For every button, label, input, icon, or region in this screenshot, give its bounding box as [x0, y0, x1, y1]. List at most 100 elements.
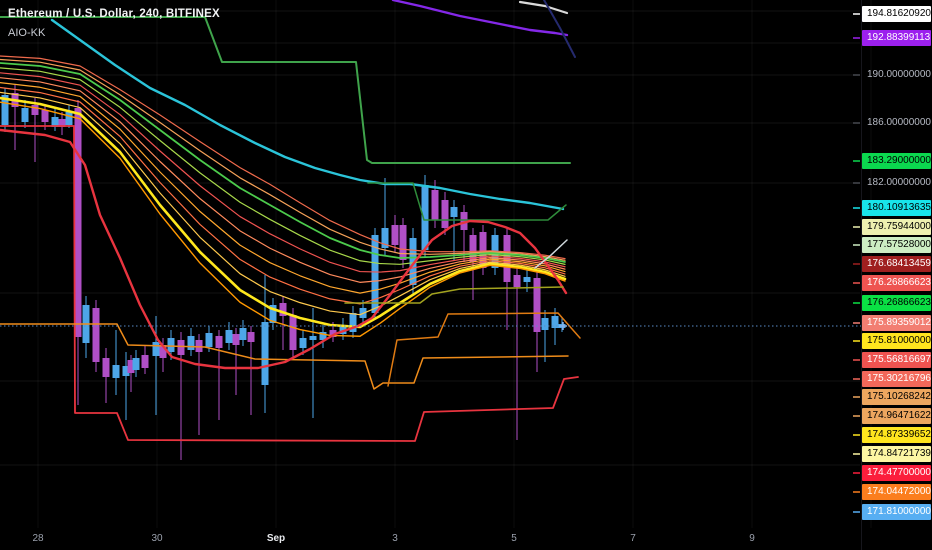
- candle-body: [409, 238, 417, 285]
- ema-ribbon-line-0: [0, 55, 566, 260]
- price-tag-label: 183.29000000: [862, 153, 931, 169]
- candle-body: [127, 360, 135, 373]
- ema-ribbon-line-8: [0, 91, 566, 316]
- candle-body: [232, 334, 240, 345]
- channel-orange-mid: [0, 323, 569, 390]
- candle-body: [177, 340, 185, 355]
- candle-body: [289, 315, 297, 350]
- candle-body: [65, 112, 73, 125]
- candle-body: [122, 366, 130, 376]
- time-axis-label: Sep: [266, 533, 286, 544]
- candle-body: [431, 190, 439, 220]
- price-tag-label: 175.56816697: [862, 352, 931, 368]
- candle-body: [159, 345, 167, 358]
- candle-body: [92, 308, 100, 362]
- channel-green-upper: [0, 16, 571, 164]
- channel-red-lower: [0, 125, 579, 442]
- candle-body: [309, 336, 317, 340]
- candle-body: [239, 328, 247, 340]
- channel-green-lower: [367, 182, 567, 221]
- ema-ribbon-line-2: [0, 62, 566, 263]
- step-olive: [344, 286, 564, 304]
- candle-body: [205, 333, 213, 347]
- price-tag-label: 174.87339652: [862, 427, 931, 443]
- symbol-title[interactable]: Ethereum / U.S. Dollar, 240, BITFINEX: [8, 8, 220, 20]
- candle-body: [421, 185, 429, 250]
- candle-body: [215, 336, 223, 348]
- candle-body: [329, 330, 337, 337]
- candle-body: [381, 228, 389, 248]
- candle-body: [195, 340, 203, 352]
- price-grid-label: 182.00000000: [867, 177, 931, 188]
- ema-ribbon-line-10: [0, 101, 566, 337]
- time-axis[interactable]: 28 30 Sep 3 5 7 9: [0, 528, 932, 550]
- candle-body: [279, 303, 287, 316]
- candle-body: [261, 322, 269, 385]
- candle-body: [541, 318, 549, 330]
- price-tag-label: 175.10268242: [862, 389, 931, 405]
- candle-body: [523, 277, 531, 282]
- candle-body: [450, 207, 458, 217]
- ema-ribbon-line-3: [0, 67, 566, 265]
- candle-body: [319, 332, 327, 340]
- candle-body: [469, 235, 477, 262]
- band-top-white: [518, 0, 569, 15]
- candle-body: [479, 232, 487, 268]
- price-tag-label: 171.81000000: [862, 504, 931, 520]
- candle-body: [1, 95, 9, 125]
- candle-body: [141, 355, 149, 368]
- candle-body: [112, 365, 120, 378]
- ema-ribbon-line-1: [0, 58, 566, 261]
- price-grid-label: 190.00000000: [867, 69, 931, 80]
- candle-body: [247, 332, 255, 342]
- candle-body: [187, 336, 195, 350]
- ema-ribbon-line-5: [0, 77, 566, 283]
- price-tag-label: 174.04472000: [862, 484, 931, 500]
- navy-diagonal: [543, 0, 576, 58]
- price-grid-label: 186.00000000: [867, 117, 931, 128]
- candle-body: [167, 338, 175, 352]
- ema-ribbon-line-4: [0, 72, 566, 273]
- time-axis-label: 3: [392, 533, 398, 544]
- time-axis-label: 30: [151, 533, 163, 544]
- candle-body: [269, 305, 277, 323]
- candle-body: [74, 108, 82, 337]
- candle-body: [58, 119, 66, 127]
- candle-body: [299, 338, 307, 348]
- ema-ribbon-line-6: [0, 81, 566, 294]
- candle-body: [513, 275, 521, 287]
- candle-body: [152, 342, 160, 356]
- candle-body: [460, 212, 468, 230]
- time-axis-label: 28: [32, 533, 44, 544]
- legend: Ethereum / U.S. Dollar, 240, BITFINEX AI…: [8, 6, 220, 42]
- candle-body: [41, 110, 49, 122]
- price-tag-label: 192.88399113: [862, 30, 931, 46]
- price-tag-label: 179.75944000: [862, 219, 931, 235]
- channel-orange-upper: [387, 312, 581, 387]
- price-tag-label: 175.30216796: [862, 371, 931, 387]
- candle-body: [533, 278, 541, 332]
- candle-body: [349, 313, 357, 332]
- candle-body: [225, 330, 233, 343]
- indicator-label[interactable]: AIO-KK: [8, 27, 46, 40]
- price-tag-label: 174.84721739: [862, 446, 931, 462]
- axis-separator: [861, 0, 862, 550]
- ma-red-slow: [0, 128, 568, 370]
- price-tag-label: 176.26866623: [862, 295, 931, 311]
- price-tag-label: 180.10913635: [862, 200, 931, 216]
- ema-ribbon-line-9: [0, 96, 567, 329]
- time-axis-label: 5: [511, 533, 517, 544]
- candle-body: [31, 105, 39, 115]
- candle-body: [551, 316, 559, 328]
- candle-body: [132, 358, 140, 370]
- forecast-pale: [534, 239, 568, 269]
- ma-purple: [391, 0, 569, 37]
- price-tag-label: 175.89359012: [862, 315, 931, 331]
- price-tag-label: 176.26866623: [862, 275, 931, 291]
- ema-ribbon-line-7: [0, 86, 566, 305]
- price-axis[interactable]: 190.00000000 186.00000000 182.00000000 194.…: [862, 0, 932, 550]
- price-tag-label: 174.47700000: [862, 465, 931, 481]
- price-tag-label: 177.57528000: [862, 237, 931, 253]
